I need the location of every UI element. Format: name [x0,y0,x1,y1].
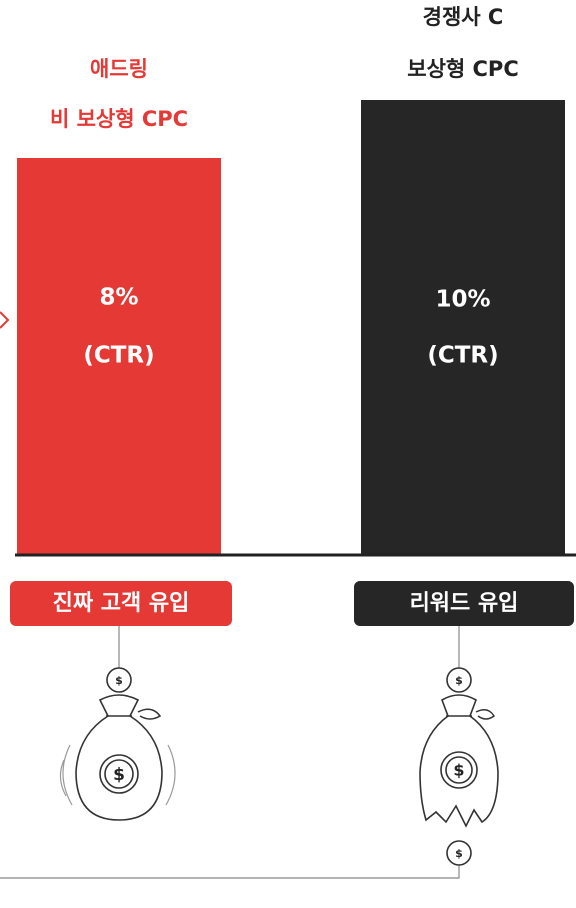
coin-symbol: $ [115,674,123,687]
bar-value: 8% [99,285,138,311]
coin-symbol: $ [455,674,463,687]
column-title: 보상형 CPC [407,57,519,81]
bar-metric: (CTR) [83,343,154,369]
coin-symbol: $ [113,765,125,785]
connector [0,865,459,878]
tag-label: 진짜 고객 유입 [53,591,190,616]
arrow [0,312,8,328]
column-title: 경쟁사 C [423,5,504,29]
tag-label: 리워드 유입 [410,591,519,616]
bar-metric: (CTR) [427,343,498,369]
bar-value: 10% [435,287,490,313]
infographic: 애드링 비 보상형 CPC 경쟁사 C 보상형 CPC 8% (CTR) 10%… [0,0,576,908]
coin-symbol: $ [453,761,464,780]
column-title: 애드링 [90,57,148,81]
column-title: 비 보상형 CPC [50,107,188,131]
coin-symbol: $ [455,847,463,860]
bar [361,100,565,555]
